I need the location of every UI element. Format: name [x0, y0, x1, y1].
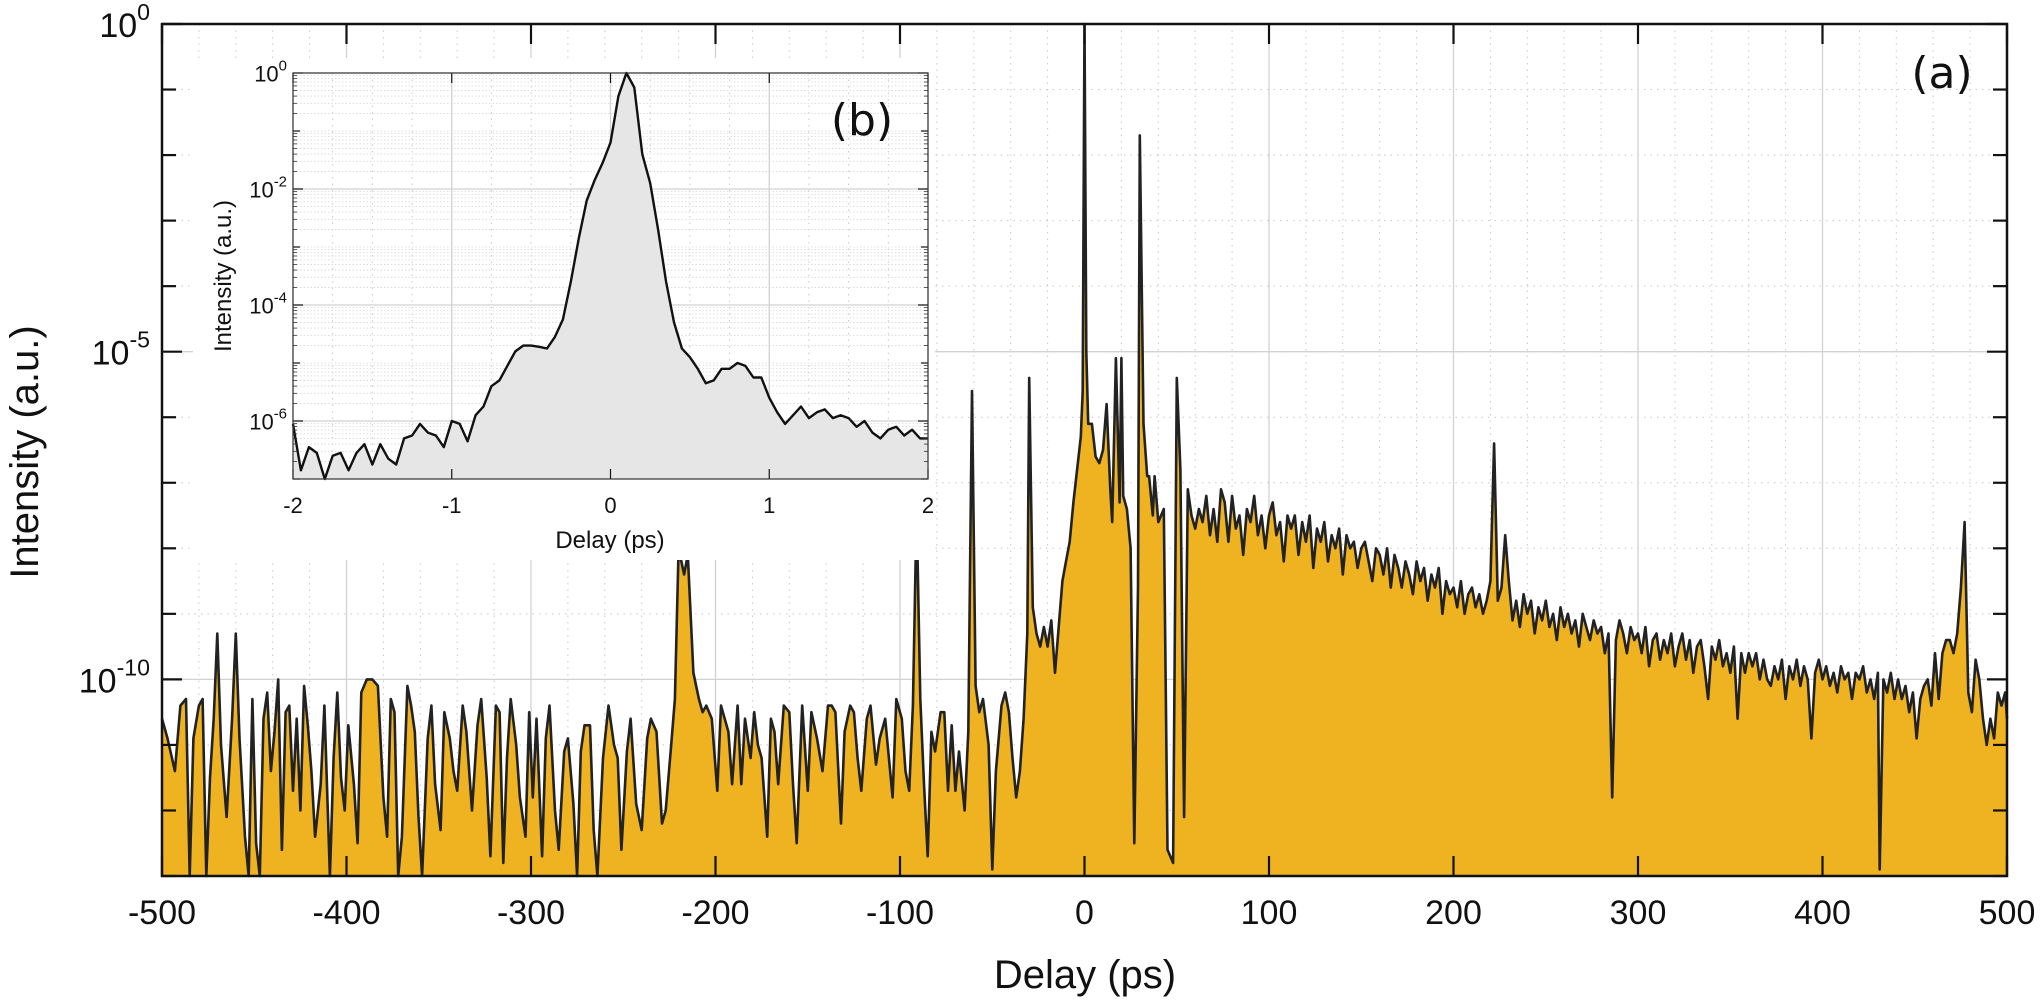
x-tick-label: 100 [1241, 894, 1298, 932]
x-tick-label: 400 [1794, 894, 1851, 932]
x-tick-label: 500 [1979, 894, 2036, 932]
main-data-line [160, 22, 2009, 878]
y-tick-label: 10-2 [249, 173, 287, 202]
inset-area-fill [293, 73, 928, 479]
inset-data-line [291, 71, 928, 481]
x-tick-label: -2 [283, 493, 303, 518]
main-x-tick-labels: -500 -400 -300 -200 -100 0 100 200 300 400 500 [128, 894, 2035, 932]
x-tick-label: -1 [442, 493, 462, 518]
main-plot-frame [160, 22, 2009, 878]
y-tick-label: 10-10 [79, 654, 150, 700]
x-tick-label: 300 [1610, 894, 1667, 932]
x-tick-label: 200 [1425, 894, 1482, 932]
x-tick-label: 0 [1075, 894, 1094, 932]
main-y-axis-title: Intensity (a.u.) [3, 325, 47, 578]
x-tick-label: 1 [763, 493, 775, 518]
inset-y-tick-labels: 100 10-2 10-4 10-6 [249, 57, 287, 434]
inset-x-tick-labels: -2 -1 0 1 2 [283, 493, 934, 518]
x-tick-label: -200 [681, 894, 749, 932]
inset-plot-frame [292, 72, 929, 480]
main-x-axis-title: Delay (ps) [994, 953, 1176, 997]
x-tick-label: 2 [922, 493, 934, 518]
x-tick-label: -300 [497, 894, 565, 932]
panel-label-b: (b) [831, 95, 893, 146]
y-tick-label: 10-5 [92, 327, 150, 373]
panel-label-a: (a) [1911, 48, 1972, 99]
x-tick-label: 0 [604, 493, 616, 518]
y-tick-label: 10-6 [249, 405, 287, 434]
x-tick-label: -500 [128, 894, 196, 932]
y-tick-label: 100 [99, 0, 150, 45]
main-y-tick-labels: 100 10-5 10-10 [79, 0, 150, 700]
inset-plot-b: -2 -1 0 1 2 100 10-2 10-4 10-6 Delay (ps) Inten… [193, 57, 935, 560]
x-tick-label: -100 [866, 894, 934, 932]
y-tick-label: 10-4 [249, 289, 287, 318]
inset-x-axis-title: Delay (ps) [555, 527, 664, 554]
main-area-fill [162, 24, 2007, 876]
y-tick-label: 100 [254, 57, 287, 86]
inset-y-axis-title: Intensity (a.u.) [210, 200, 237, 352]
x-tick-label: -400 [312, 894, 380, 932]
